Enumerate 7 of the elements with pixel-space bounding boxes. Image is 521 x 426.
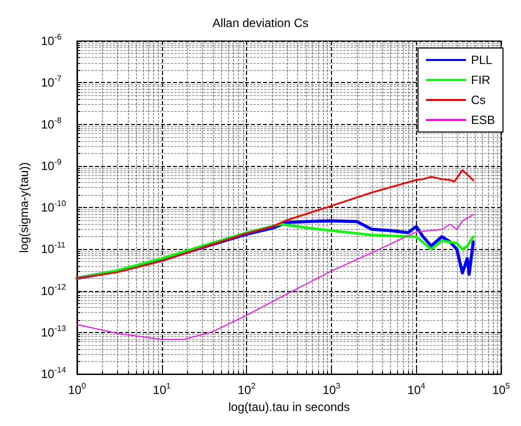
y-axis-title: log(sigma-y(tau)): [17, 162, 32, 253]
legend-label: PLL: [470, 53, 493, 67]
x-axis-title: log(tau).tau in seconds: [228, 400, 350, 414]
chart-title: Allan deviation Cs: [212, 16, 309, 30]
legend-label: ESB: [470, 113, 496, 127]
legend-label: Cs: [470, 93, 486, 107]
legend-label: FIR: [470, 73, 491, 87]
